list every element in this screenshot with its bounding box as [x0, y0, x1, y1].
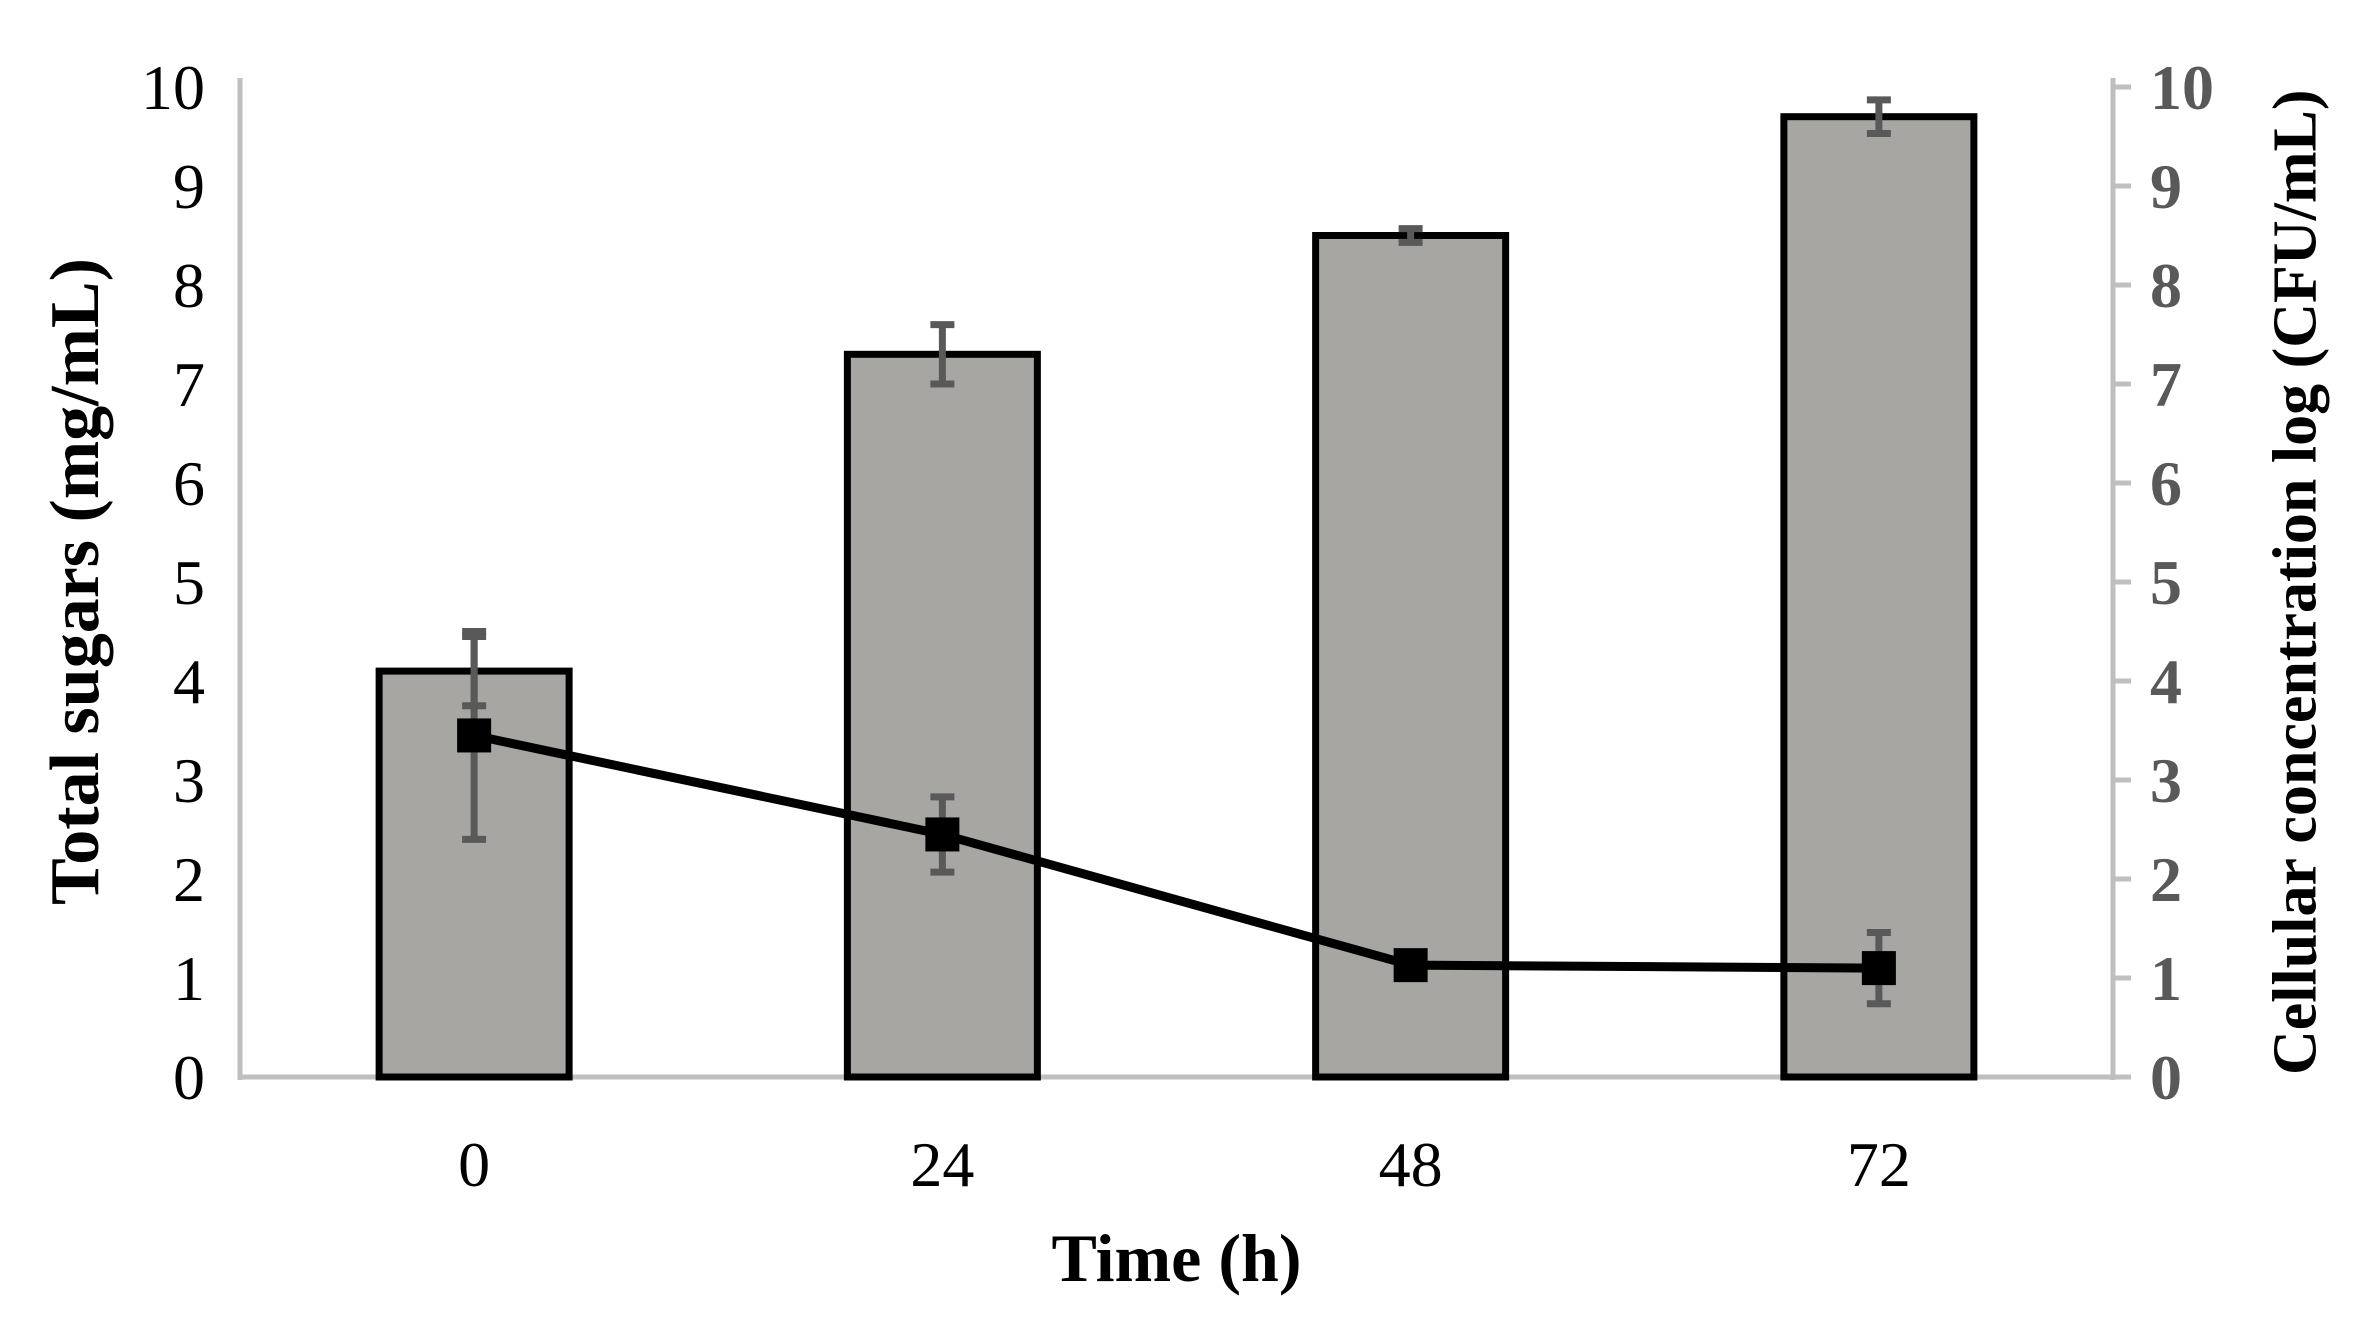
bar-0h: [375, 667, 573, 1081]
marker-24h: [925, 817, 960, 852]
marker-72h: [1861, 951, 1896, 986]
x-tick-label-72: 72: [1847, 1129, 1911, 1200]
left-tick-label-10: 10: [141, 52, 205, 123]
left-tick-label-9: 9: [173, 151, 205, 222]
right-tick-label-9: 9: [2150, 151, 2182, 222]
right-tick-label-0: 0: [2150, 1042, 2182, 1113]
x-tick-label-0: 0: [458, 1129, 490, 1200]
bar-48h: [1312, 232, 1510, 1081]
x-tick-label-24: 24: [910, 1129, 974, 1200]
right-axis-title: Cellular concentration log (CFU/mL): [2261, 89, 2330, 1075]
left-tick-label-4: 4: [173, 646, 205, 717]
right-tick-label-8: 8: [2150, 250, 2182, 321]
right-tick-label-5: 5: [2150, 547, 2182, 618]
left-tick-label-1: 1: [173, 943, 205, 1014]
left-tick-label-8: 8: [173, 250, 205, 321]
left-tick-label-0: 0: [173, 1042, 205, 1113]
left-tick-label-3: 3: [173, 745, 205, 816]
left-axis-title: Total sugars (mg/mL): [37, 258, 114, 906]
right-tick-label-2: 2: [2150, 844, 2182, 915]
right-tick-label-10: 10: [2150, 52, 2214, 123]
bar-72h: [1780, 113, 1978, 1081]
right-tick-label-1: 1: [2150, 943, 2182, 1014]
line-series: [473, 731, 1879, 973]
bar-24h: [843, 350, 1041, 1081]
left-tick-label-6: 6: [173, 448, 205, 519]
left-tick-label-5: 5: [173, 547, 205, 618]
right-tick-label-6: 6: [2150, 448, 2182, 519]
right-tick-label-4: 4: [2150, 646, 2182, 717]
left-tick-label-2: 2: [173, 844, 205, 915]
right-tick-label-7: 7: [2150, 349, 2182, 420]
right-tick-label-3: 3: [2150, 745, 2182, 816]
marker-48h: [1393, 948, 1428, 983]
x-axis-title: Time (h): [1051, 1220, 1302, 1296]
marker-0h: [457, 718, 492, 753]
x-tick-label-48: 48: [1379, 1129, 1443, 1200]
left-tick-label-7: 7: [173, 349, 205, 420]
